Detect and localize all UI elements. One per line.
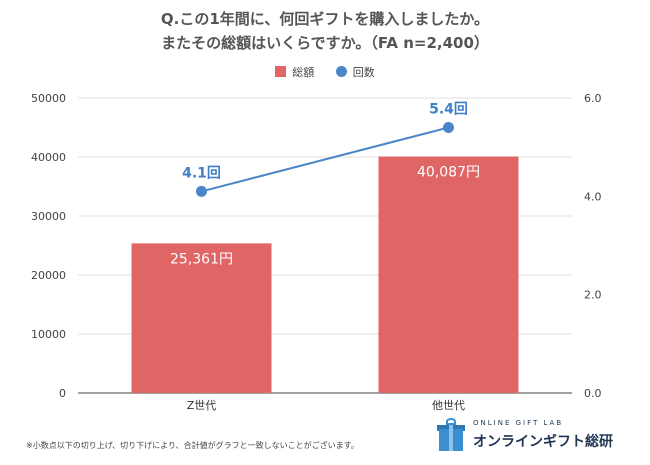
logo-subtitle: ONLINE GIFT LAB (473, 419, 564, 427)
legend-label-line: 回数 (352, 66, 375, 79)
y-left-tick-label: 10000 (31, 328, 66, 341)
y-right-tick-label: 6.0 (584, 92, 602, 105)
legend-swatch-line (335, 66, 347, 77)
y-left-tick-label: 50000 (31, 92, 66, 105)
legend-item-line: 回数 (335, 64, 375, 80)
line-series (201, 126, 449, 193)
legend-label-bar: 総額 (292, 66, 315, 79)
legend-item-bar: 総額 (275, 64, 314, 80)
y-left-tick-label: 30000 (31, 210, 66, 223)
legend-swatch-bar (275, 66, 287, 77)
brand-logo: ONLINE GIFT LAB オンラインギフト総研 (437, 415, 637, 455)
line-point (196, 185, 207, 197)
y-right-tick-label: 4.0 (584, 190, 602, 203)
line-data-label: 4.1回 (182, 165, 221, 181)
x-tick-label: 他世代 (432, 399, 465, 412)
bar-data-label: 25,361円 (170, 251, 233, 267)
footnote: ※小数点以下の切り上げ、切り下げにより、合計値がグラフと一致しないことがございま… (26, 441, 359, 450)
bar (131, 243, 272, 393)
y-right-tick-label: 2.0 (584, 289, 602, 302)
x-tick-label: Z世代 (187, 399, 217, 412)
y-right-tick-label: 0.0 (584, 387, 602, 400)
bar-data-label: 40,087円 (417, 164, 480, 180)
bar (378, 156, 519, 393)
gift-box-icon (437, 417, 465, 451)
y-left-tick-label: 20000 (31, 269, 66, 282)
line-data-label: 5.4回 (429, 102, 468, 118)
y-left-tick-label: 0 (59, 387, 66, 400)
chart-title-line-1: Q.この1年間に、何回ギフトを購入しましたか。 (160, 10, 490, 28)
logo-name: オンラインギフト総研 (473, 434, 613, 450)
y-left-tick-label: 40000 (31, 151, 66, 164)
chart-title-line-2: またその総額はいくらですか。（FA n=2,400） (161, 34, 489, 52)
chart-legend: 総額 回数 (0, 64, 650, 80)
line-point (443, 122, 454, 133)
